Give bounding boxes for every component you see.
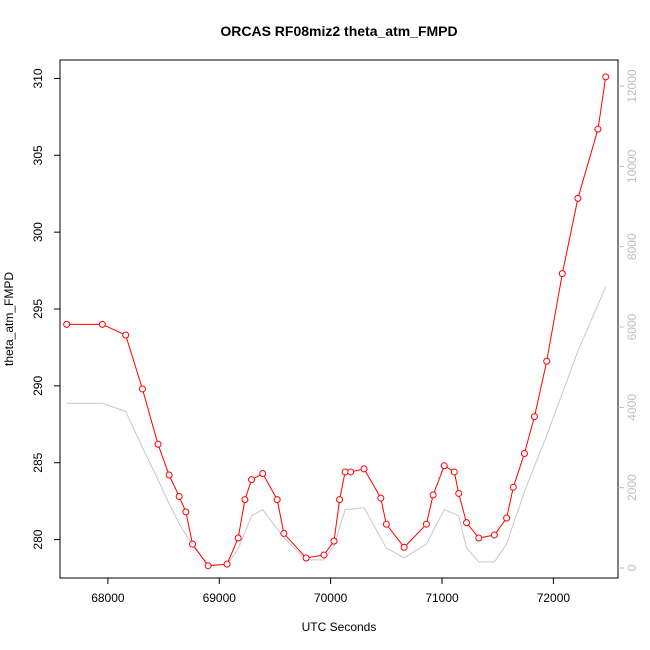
chart-title: ORCAS RF08miz2 theta_atm_FMPD [220, 23, 457, 39]
y-axis-left: 280 285 290 295 300 305 310 [31, 68, 60, 550]
data-point [182, 508, 190, 516]
data-point [382, 520, 390, 528]
data-point [530, 413, 538, 421]
data-point [490, 531, 498, 539]
y-tick-label: 280 [31, 529, 45, 549]
data-point [248, 476, 256, 484]
y-tick-label: 290 [31, 376, 45, 396]
data-point [280, 529, 288, 537]
data-point [330, 537, 338, 545]
data-point [509, 483, 517, 491]
data-point [520, 449, 528, 457]
data-point [63, 320, 71, 328]
y2-tick-label: 0 [625, 564, 639, 571]
y-axis-label: theta_atm_FMPD [2, 272, 16, 366]
data-point [574, 194, 582, 202]
x-axis: 68000 69000 70000 71000 72000 [91, 578, 570, 605]
x-tick-label: 72000 [537, 591, 571, 605]
data-point [241, 496, 249, 504]
y2-tick-label: 4000 [625, 394, 639, 421]
data-point [503, 514, 511, 522]
data-point [320, 551, 328, 559]
secondary-series-line [66, 286, 607, 566]
data-point [204, 562, 212, 570]
data-point [450, 468, 458, 476]
y-tick-label: 310 [31, 68, 45, 88]
data-point [234, 534, 242, 542]
y-tick-label: 295 [31, 299, 45, 319]
data-point [98, 320, 106, 328]
data-point [175, 493, 183, 501]
data-point [422, 520, 430, 528]
data-point [377, 494, 385, 502]
data-point [223, 560, 231, 568]
data-point [602, 73, 610, 81]
data-point [594, 125, 602, 133]
data-point [189, 540, 197, 548]
y2-tick-label: 12000 [625, 69, 639, 103]
theta-series-line [66, 76, 607, 567]
y-tick-label: 305 [31, 145, 45, 165]
data-point [429, 491, 437, 499]
x-axis-label: UTC Seconds [302, 620, 377, 634]
plot-frame [59, 59, 619, 579]
data-point [475, 534, 483, 542]
y-tick-label: 300 [31, 222, 45, 242]
data-point [122, 331, 130, 339]
y2-tick-label: 2000 [625, 474, 639, 501]
y-axis-right: 0 2000 4000 6000 8000 10000 12000 [618, 69, 639, 571]
data-point [138, 385, 146, 393]
data-point [336, 496, 344, 504]
y2-tick-label: 10000 [625, 149, 639, 183]
x-tick-label: 69000 [203, 591, 237, 605]
data-point [273, 496, 281, 504]
x-tick-label: 70000 [314, 591, 348, 605]
data-point [347, 468, 355, 476]
data-point [543, 357, 551, 365]
data-point [455, 489, 463, 497]
y-tick-label: 285 [31, 452, 45, 472]
data-point [400, 543, 408, 551]
y2-tick-label: 8000 [625, 233, 639, 260]
data-point [259, 469, 267, 477]
series-layer [63, 73, 610, 570]
data-point [302, 554, 310, 562]
x-tick-label: 68000 [91, 591, 125, 605]
x-tick-label: 71000 [425, 591, 459, 605]
data-point [165, 471, 173, 479]
data-point [558, 270, 566, 278]
data-point [463, 519, 471, 527]
data-point [440, 462, 448, 470]
data-point [360, 465, 368, 473]
y2-tick-label: 6000 [625, 313, 639, 340]
data-point [154, 440, 162, 448]
